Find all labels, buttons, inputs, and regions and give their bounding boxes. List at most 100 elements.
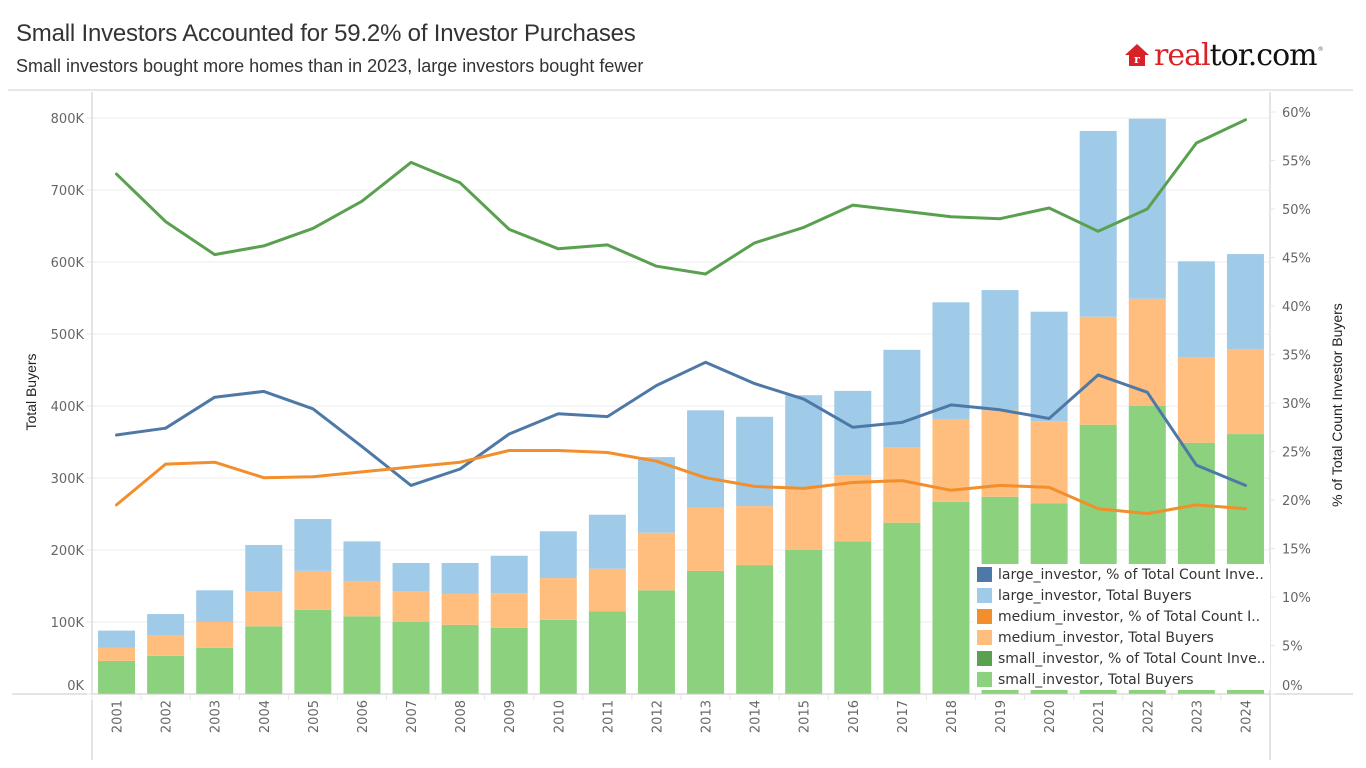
legend-swatch-icon xyxy=(977,567,992,582)
logo-text-torcom: tor.com xyxy=(1209,37,1318,73)
bar-segment xyxy=(392,622,430,694)
bar-segment xyxy=(932,501,970,694)
x-tick-label: 2023 xyxy=(1190,700,1205,733)
x-axis-ticks: 2001 2002 2003 2004 2005 2006 2007 2008 2009 2010… xyxy=(91,694,1254,733)
bar-segment xyxy=(785,395,823,489)
bar-segment xyxy=(1079,316,1117,425)
x-tick-label: 2024 xyxy=(1239,700,1254,733)
y2-tick-label: 45% xyxy=(1282,252,1311,267)
bar-segment xyxy=(637,532,675,591)
bar-segment xyxy=(441,624,479,694)
x-tick-label: 2010 xyxy=(552,700,567,733)
bar-segment xyxy=(343,616,381,694)
x-tick-label: 2005 xyxy=(307,700,322,733)
y-tick-label: 600K xyxy=(51,256,85,271)
bar-segment xyxy=(147,614,185,636)
x-tick-label: 2016 xyxy=(847,700,862,733)
y2-axis-title: % of Total Count Investor Buyers xyxy=(1329,303,1345,507)
bar-segment xyxy=(883,522,921,694)
bar-segment xyxy=(637,590,675,694)
bar-segment xyxy=(343,541,381,581)
legend-label: large_investor, Total Buyers xyxy=(998,587,1192,604)
bar-segment xyxy=(981,290,1019,411)
bar-segment xyxy=(490,555,528,594)
y2-tick-label: 35% xyxy=(1282,349,1311,364)
x-tick-label: 2006 xyxy=(356,700,371,733)
legend-item[interactable]: medium_investor, % of Total Count I.. xyxy=(974,606,1270,627)
bar-segment xyxy=(441,562,479,594)
legend-item[interactable]: medium_investor, Total Buyers xyxy=(974,627,1270,648)
bar-segment xyxy=(785,550,823,694)
legend-label: large_investor, % of Total Count Inve.. xyxy=(998,566,1264,583)
bar-segment xyxy=(981,410,1019,497)
chart-subtitle: Small investors bought more homes than i… xyxy=(16,56,644,76)
bar-segment xyxy=(294,609,332,694)
bar-segment xyxy=(196,590,234,622)
bar-segment xyxy=(687,507,725,571)
series-line xyxy=(115,449,1247,516)
x-tick-label: 2007 xyxy=(405,700,420,733)
y-tick-label: 700K xyxy=(51,184,85,199)
bar-segment xyxy=(392,591,430,622)
y2-tick-label: 15% xyxy=(1282,543,1311,558)
series-line xyxy=(115,360,1247,487)
x-tick-label: 2013 xyxy=(700,700,715,733)
x-tick-label: 2004 xyxy=(258,700,273,733)
bar-segment xyxy=(245,626,283,694)
bar-segment xyxy=(245,591,283,627)
bar-segment xyxy=(1030,421,1068,504)
y-tick-label: 200K xyxy=(51,544,85,559)
legend-item[interactable]: large_investor, % of Total Count Inve.. xyxy=(974,564,1270,585)
y2-tick-label: 40% xyxy=(1282,300,1311,315)
legend-item[interactable]: small_investor, Total Buyers xyxy=(974,669,1270,690)
legend-swatch-icon xyxy=(977,588,992,603)
axes xyxy=(12,92,1353,760)
x-tick-label: 2020 xyxy=(1043,700,1058,733)
x-tick-label: 2003 xyxy=(209,700,224,733)
bar-segment xyxy=(687,570,725,694)
x-tick-label: 2015 xyxy=(798,700,813,733)
bar-segment xyxy=(1177,357,1215,443)
bar-segment xyxy=(1226,254,1264,350)
legend-swatch-icon xyxy=(977,651,992,666)
bar-segment xyxy=(392,562,430,592)
bar-segment xyxy=(785,488,823,550)
bar-segment xyxy=(687,410,725,508)
legend-item[interactable]: large_investor, Total Buyers xyxy=(974,585,1270,606)
bar-segment xyxy=(147,635,185,656)
y-tick-label: 100K xyxy=(51,616,85,631)
series-line xyxy=(115,118,1247,276)
bar-segment xyxy=(490,593,528,628)
x-tick-label: 2009 xyxy=(503,700,518,733)
bar-segment xyxy=(343,580,381,617)
x-tick-label: 2014 xyxy=(749,700,764,733)
x-tick-label: 2001 xyxy=(111,700,126,733)
logo-trademark: ® xyxy=(1317,46,1324,53)
x-tick-label: 2002 xyxy=(160,700,175,733)
bar-segment xyxy=(736,416,774,507)
legend: large_investor, % of Total Count Inve.. … xyxy=(974,564,1270,690)
y2-tick-label: 50% xyxy=(1282,203,1311,218)
x-tick-label: 2011 xyxy=(601,700,616,733)
bar-segment xyxy=(294,519,332,571)
bar-segment xyxy=(736,565,774,694)
y2-tick-label: 5% xyxy=(1282,640,1303,655)
bar-segment xyxy=(1030,311,1068,422)
bar-segment xyxy=(539,619,577,694)
y-tick-label: 500K xyxy=(51,328,85,343)
bar-segment xyxy=(98,647,136,661)
legend-swatch-icon xyxy=(977,609,992,624)
y2-tick-label: 60% xyxy=(1282,106,1311,121)
bar-segment xyxy=(539,578,577,620)
bar-segment xyxy=(1226,349,1264,435)
bar-segment xyxy=(1128,298,1166,406)
bar-segment xyxy=(736,506,774,566)
bar-segment xyxy=(588,514,626,569)
y2-tick-label: 0% xyxy=(1282,679,1303,694)
x-tick-label: 2021 xyxy=(1092,700,1107,733)
legend-swatch-icon xyxy=(977,672,992,687)
bar-segment xyxy=(834,475,872,542)
legend-item[interactable]: small_investor, % of Total Count Inve.. xyxy=(974,648,1270,669)
bar-segment xyxy=(98,630,136,648)
bar-segment xyxy=(441,593,479,625)
